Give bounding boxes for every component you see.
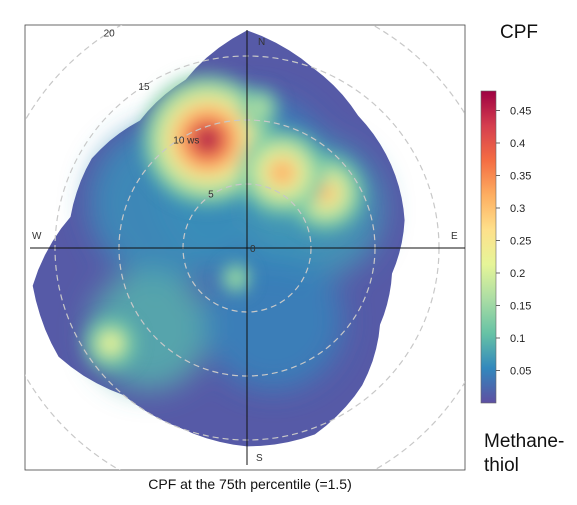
- direction-label-e: E: [451, 231, 458, 242]
- direction-label-n: N: [258, 37, 265, 48]
- pollutant-label: Methane- thiol: [484, 431, 565, 476]
- heat-layer-high: [84, 73, 365, 370]
- colorbar-tick-label: 0.45: [510, 106, 531, 118]
- colorbar-tick-label: 0.3: [510, 203, 525, 215]
- colorbar-tick-label: 0.05: [510, 366, 531, 378]
- colorbar-tick-label: 0.25: [510, 236, 531, 248]
- ring-label: 20: [104, 28, 116, 39]
- hotspot-core: [199, 131, 216, 148]
- ring-labels: 5 10 ws 15 20: [104, 28, 215, 200]
- colorbar-gradient: [480, 90, 497, 404]
- chart-caption: CPF at the 75th percentile (=1.5): [148, 476, 352, 492]
- ring-label: 15: [138, 82, 150, 93]
- colorbar-tick-label: 0.15: [510, 301, 531, 313]
- hotspot-core: [228, 270, 245, 287]
- colorbar: 0.05 0.1 0.15 0.2 0.25 0.3 0.35 0.4 0.45: [480, 90, 531, 404]
- ring-label: 10 ws: [173, 136, 199, 147]
- colorbar-tick-label: 0.2: [510, 268, 525, 280]
- ring-label: 5: [208, 189, 214, 200]
- colorbar-tick-label: 0.4: [510, 138, 525, 150]
- colorbar-tick-label: 0.35: [510, 171, 531, 183]
- colorbar-tick-label: 0.1: [510, 333, 525, 345]
- hotspot-core: [251, 99, 268, 116]
- hotspot-core: [274, 164, 291, 181]
- direction-label-s: S: [256, 453, 263, 464]
- direction-label-w: W: [32, 231, 42, 242]
- colorbar-title: CPF: [500, 22, 538, 43]
- hotspot-core: [102, 335, 119, 352]
- center-label: 0: [250, 244, 256, 255]
